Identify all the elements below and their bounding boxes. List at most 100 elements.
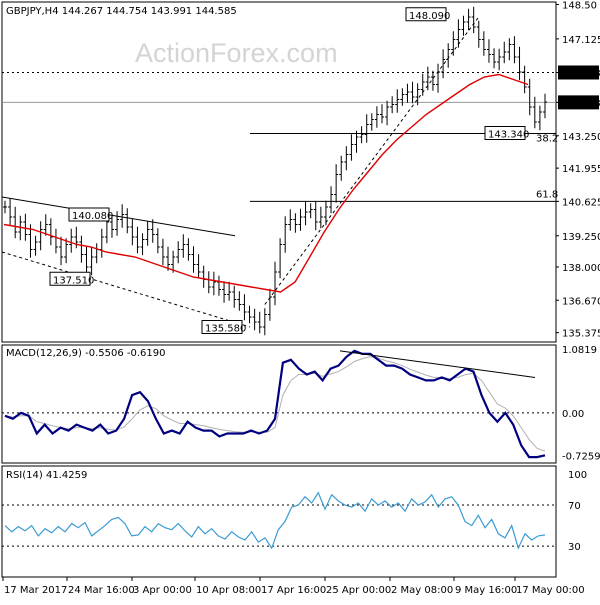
- price-bar: [28, 224, 33, 258]
- price-bar: [344, 146, 349, 171]
- annotation-label: 148.090: [409, 11, 450, 22]
- price-bar: [120, 204, 125, 228]
- price-bar: [532, 96, 537, 129]
- macd-tick-label: 1.0819: [562, 345, 597, 356]
- price-bar: [441, 49, 446, 79]
- price-bar: [537, 105, 542, 131]
- price-bar: [262, 308, 267, 336]
- channel-upper-line: [1, 196, 236, 237]
- price-bar: [196, 254, 201, 279]
- x-tick-label: 10 Apr 08:00: [196, 585, 261, 596]
- price-bar: [48, 218, 53, 246]
- price-bar: [456, 19, 461, 48]
- price-bar: [466, 8, 471, 31]
- price-bar: [522, 65, 527, 94]
- rsi-tick-label: 70: [568, 501, 581, 512]
- price-bar: [543, 93, 547, 119]
- price-bar: [451, 31, 456, 56]
- price-bar: [283, 216, 288, 253]
- annotation-label: 135.580: [205, 324, 246, 335]
- price-bar: [59, 236, 64, 266]
- price-bar: [89, 246, 94, 276]
- price-bar: [481, 31, 486, 56]
- y-tick-label: 147.125: [562, 35, 600, 46]
- price-bar: [354, 130, 359, 153]
- rsi-tick-label: 30: [568, 542, 581, 553]
- annotation-box: [68, 207, 110, 222]
- annotation-label: 143.340: [488, 130, 529, 141]
- macd-panel-frame: [1, 344, 557, 464]
- price-bar: [38, 221, 43, 251]
- rsi-panel-frame: [1, 465, 557, 578]
- price-bar: [247, 305, 252, 324]
- price-bar: [471, 6, 476, 34]
- price-bar: [109, 215, 114, 238]
- price-bar: [374, 106, 379, 128]
- price-bar: [507, 38, 512, 61]
- x-tick-label: 17 Mar 2017: [4, 585, 67, 596]
- rsi-title: RSI(14) 41.4259: [6, 470, 87, 481]
- price-bar: [359, 126, 364, 144]
- price-bar: [186, 238, 191, 261]
- rsi-tick-label: 100: [568, 470, 587, 481]
- price-bar: [69, 228, 74, 253]
- rsi-line: [4, 491, 546, 550]
- price-bars: [3, 6, 547, 336]
- macd-tick-label: 0.00: [562, 409, 584, 420]
- price-bar: [303, 201, 308, 226]
- price-bar: [257, 311, 262, 334]
- price-bar: [446, 43, 451, 68]
- price-bar: [329, 186, 334, 214]
- y-tick-label: 138.000: [562, 263, 600, 274]
- price-tag-box: [558, 65, 599, 80]
- price-bar: [211, 271, 216, 296]
- price-bar: [323, 200, 328, 226]
- annotation-box: [49, 271, 91, 286]
- price-bar: [191, 246, 196, 273]
- x-tick-label: 25 Apr 00:00: [326, 585, 391, 596]
- price-bar: [242, 294, 247, 321]
- price-bar: [517, 46, 522, 81]
- annotation-box: [484, 126, 526, 140]
- price-bar: [79, 235, 84, 263]
- price-bar: [181, 234, 186, 258]
- price-bar: [527, 78, 532, 116]
- price-bar: [390, 96, 395, 114]
- price-bar: [237, 291, 242, 311]
- y-tick-label: 143.250: [562, 132, 600, 143]
- price-bar: [293, 213, 298, 233]
- y-tick-label: 136.670: [562, 296, 600, 307]
- price-bar: [166, 246, 171, 271]
- price-bar: [369, 113, 374, 131]
- price-bar: [278, 238, 283, 279]
- channel-lower-line: [1, 251, 251, 328]
- price-bar: [476, 20, 481, 48]
- price-bar: [425, 66, 430, 91]
- price-bar: [222, 281, 227, 303]
- y-tick-label: 139.250: [562, 232, 600, 243]
- price-bar: [140, 233, 145, 256]
- price-bar: [84, 246, 89, 274]
- price-bar: [267, 288, 272, 321]
- x-tick-label: 17 May 00:00: [516, 585, 585, 596]
- price-bar: [364, 114, 369, 143]
- annotation-label: 140.080: [72, 211, 113, 222]
- price-bar: [135, 226, 140, 254]
- price-bar: [273, 261, 277, 306]
- annotation-label: 137.510: [53, 275, 94, 286]
- macd-tick-label: -0.7259: [562, 452, 600, 463]
- y-tick-label: 140.625: [562, 197, 600, 208]
- fib-level-label: 61.8: [536, 189, 558, 200]
- price-bar: [23, 213, 28, 241]
- price-bar: [339, 155, 344, 181]
- price-bar: [155, 228, 160, 254]
- watermark-text: ActionForex.com: [135, 38, 338, 68]
- price-bar: [395, 89, 400, 113]
- annotation-box: [405, 7, 447, 22]
- price-bar: [3, 200, 7, 214]
- price-bar: [171, 250, 176, 273]
- price-bar: [318, 206, 323, 229]
- price-bar: [385, 100, 390, 126]
